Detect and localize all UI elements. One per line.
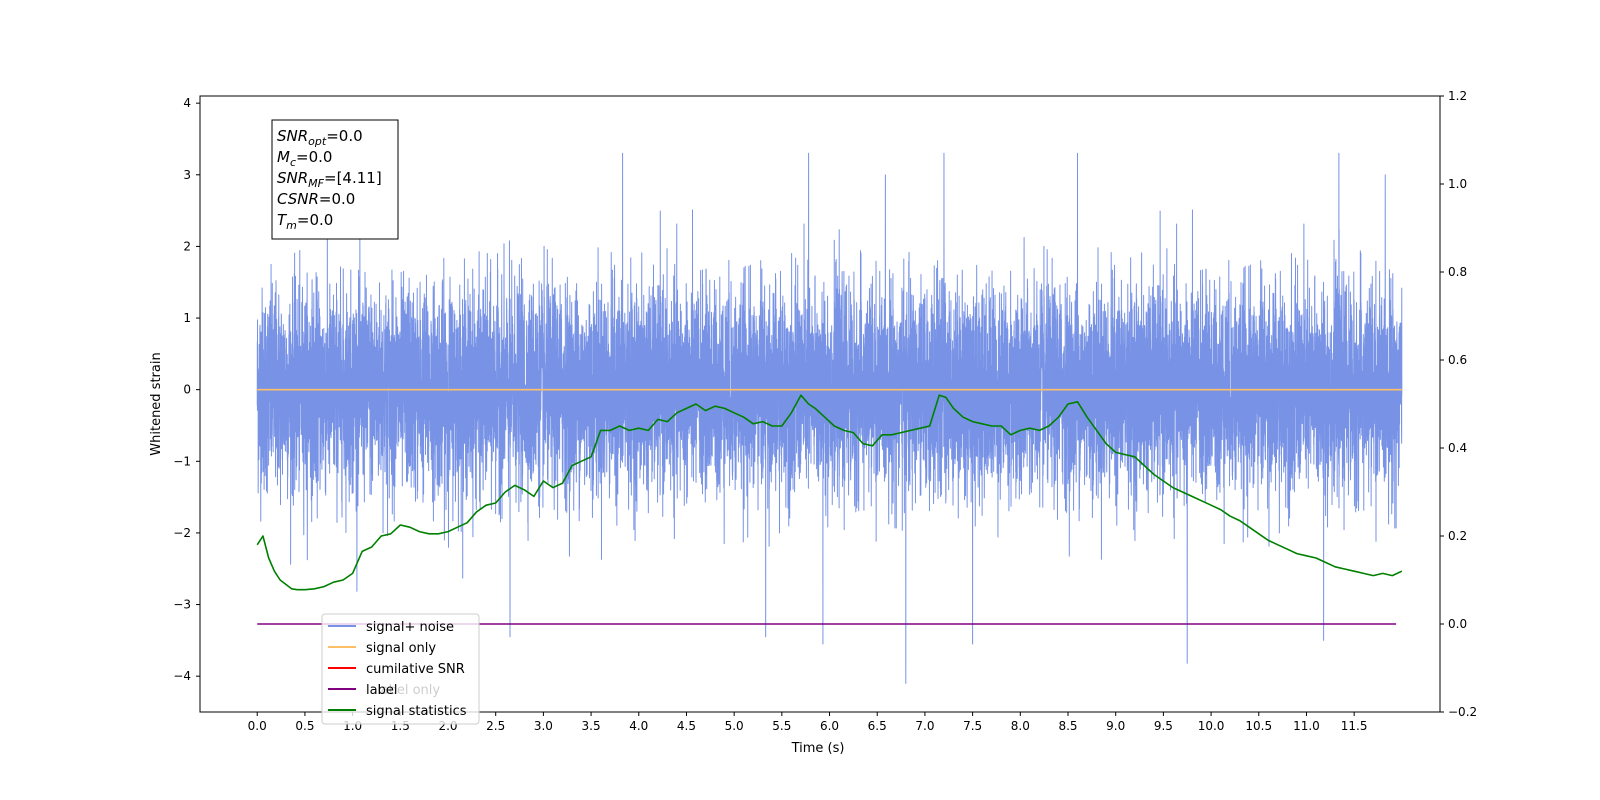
textbox-line: SNRMF=[4.11] <box>277 169 382 190</box>
legend-label: signal statistics <box>366 704 467 719</box>
y2-tick-label: 1.2 <box>1448 89 1467 103</box>
x-tick-label: 4.0 <box>629 719 648 733</box>
y-tick-label: −4 <box>173 669 191 683</box>
y2-tick-label: 0.2 <box>1448 529 1467 543</box>
legend-label: cumilative SNR <box>366 662 465 677</box>
y-tick-label: 4 <box>183 96 191 110</box>
legend-label: signal only <box>366 641 436 656</box>
x-tick-label: 11.0 <box>1293 719 1320 733</box>
x-tick-label: 8.5 <box>1058 719 1077 733</box>
y2-tick-label: 0.0 <box>1448 617 1467 631</box>
y-tick-label: 2 <box>183 239 191 253</box>
x-tick-label: 0.0 <box>248 719 267 733</box>
textbox-line: Mc=0.0 <box>277 148 332 169</box>
textbox-frame <box>271 119 399 240</box>
x-tick-label: 6.5 <box>868 719 887 733</box>
x-tick-label: 0.5 <box>295 719 314 733</box>
y2-tick-label: 0.6 <box>1448 353 1467 367</box>
x-tick-label: 9.5 <box>1154 719 1173 733</box>
y2-axis-ticks: −0.2 0.0 0.2 0.4 0.6 0.8 1.0 1.2 <box>1440 89 1477 719</box>
x-tick-label: 11.5 <box>1341 719 1368 733</box>
x-axis-label: Time (s) <box>791 741 845 756</box>
y2-tick-label: 1.0 <box>1448 177 1467 191</box>
x-tick-label: 7.0 <box>915 719 934 733</box>
x-tick-label: 5.5 <box>772 719 791 733</box>
x-tick-label: 4.5 <box>677 719 696 733</box>
x-tick-label: 2.5 <box>486 719 505 733</box>
y2-tick-label: 0.4 <box>1448 441 1467 455</box>
series-line-3 <box>256 394 1403 591</box>
x-tick-label: 8.0 <box>1011 719 1030 733</box>
textbox-line: CSNR=0.0 <box>277 190 355 208</box>
textbox-line: Tm=0.0 <box>277 211 333 232</box>
x-axis-ticks: 0.0 0.5 1.0 1.5 2.0 2.5 3.0 3.5 4.0 4.5 5.0 5.5 6.0 6… <box>248 712 1368 733</box>
y-tick-label: −2 <box>173 526 191 540</box>
x-tick-label: 10.5 <box>1245 719 1272 733</box>
legend-label: signal+ noise <box>366 620 454 635</box>
y2-tick-label: −0.2 <box>1448 705 1477 719</box>
x-tick-label: 3.0 <box>534 719 553 733</box>
y-tick-label: 3 <box>183 168 191 182</box>
x-tick-label: 10.0 <box>1198 719 1225 733</box>
x-tick-label: 6.0 <box>820 719 839 733</box>
y-tick-label: −3 <box>173 598 191 612</box>
legend-box <box>321 613 480 725</box>
y-axis-ticks: −4 −3 −2 −1 0 1 2 3 4 <box>173 96 200 683</box>
x-tick-label: 5.0 <box>725 719 744 733</box>
x-tick-label: 9.0 <box>1106 719 1125 733</box>
series-line-0 <box>256 152 1403 684</box>
y-axis-label: Whitened strain <box>149 352 164 455</box>
y-tick-label: 1 <box>183 311 191 325</box>
y2-tick-label: 0.8 <box>1448 265 1467 279</box>
plot-frame <box>199 95 1441 713</box>
y-tick-label: −1 <box>173 454 191 468</box>
x-tick-label: 7.5 <box>963 719 982 733</box>
legend-label: label <box>366 683 397 698</box>
y-tick-label: 0 <box>183 383 191 397</box>
x-tick-label: 3.5 <box>582 719 601 733</box>
textbox-line: SNRopt=0.0 <box>277 127 363 148</box>
